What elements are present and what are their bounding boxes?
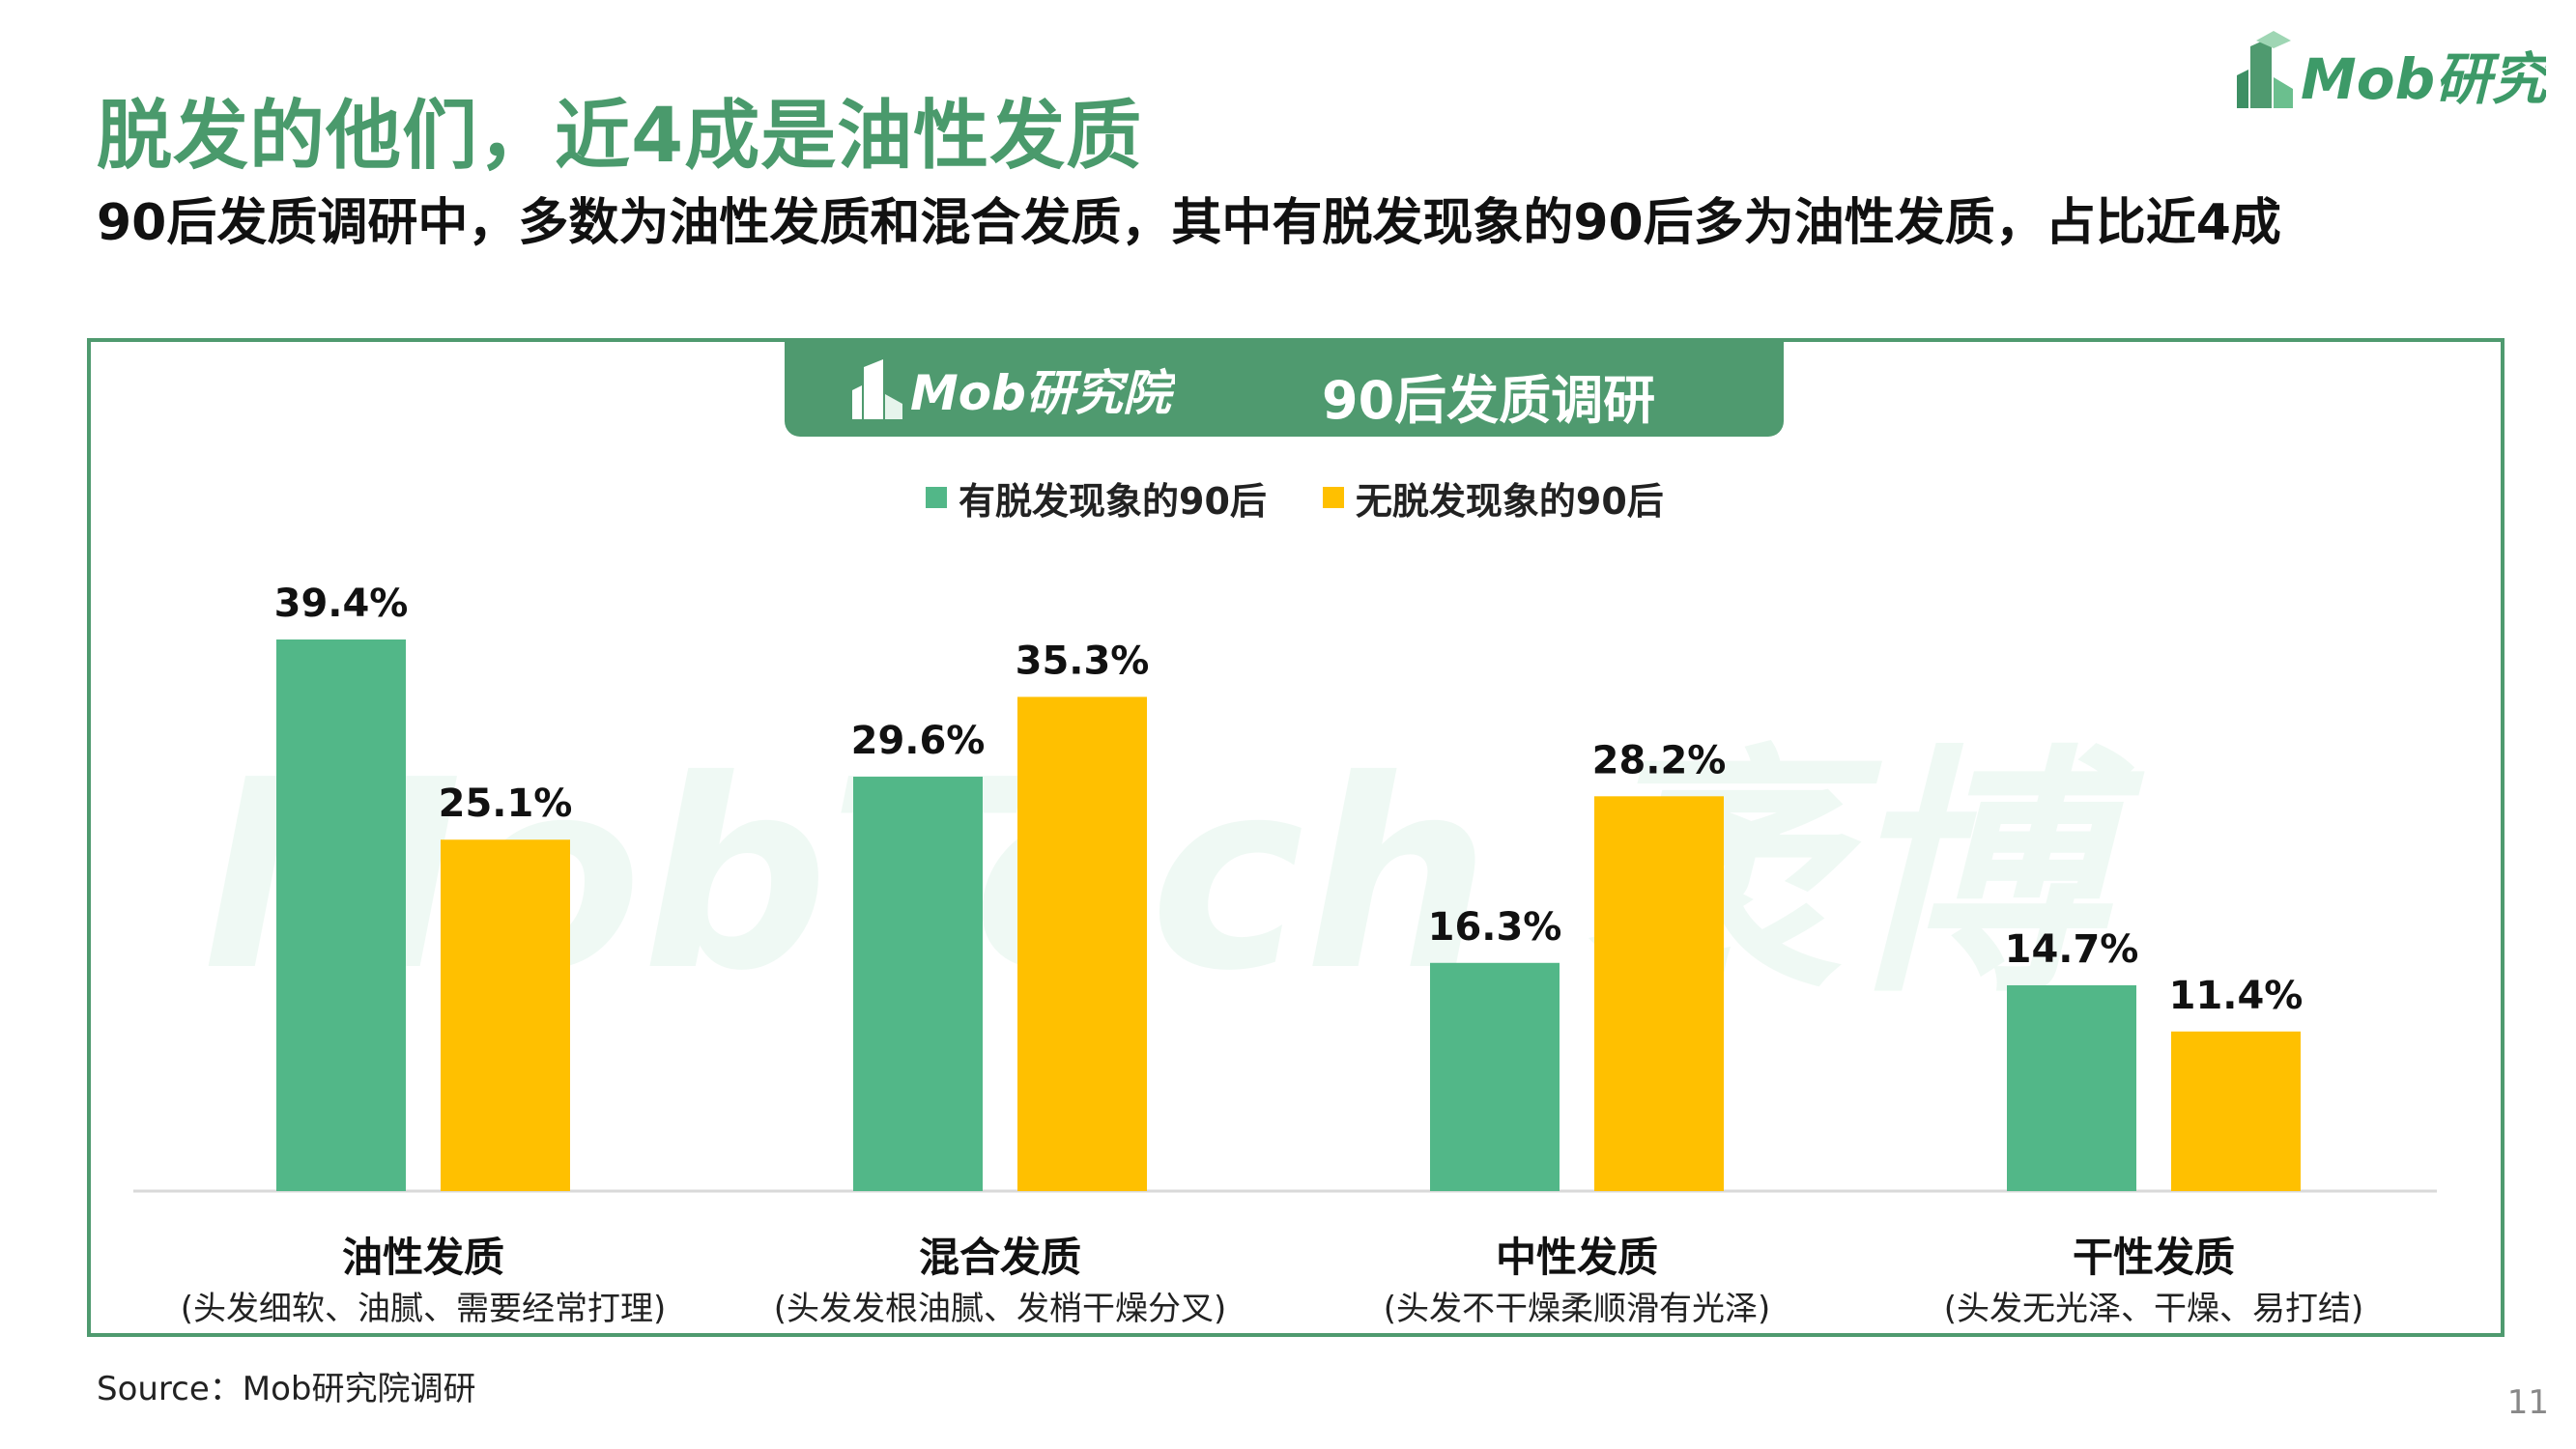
source-note: Source：Mob研究院调研 — [97, 1370, 476, 1408]
data-label-series1-3: 16.3% — [1428, 905, 1562, 950]
mob-logo: Mob研究院 — [2237, 31, 2546, 112]
legend-swatch-yellow — [1322, 487, 1344, 508]
page-number: 11 — [2506, 1383, 2549, 1422]
bars-group — [276, 639, 2301, 1191]
bar-series2-4 — [2171, 1031, 2301, 1191]
building-icon — [852, 359, 902, 419]
bar-series2-1 — [441, 839, 570, 1191]
data-label-series2-2: 35.3% — [1016, 639, 1150, 683]
legend-item-hair-loss: 有脱发现象的90后 — [926, 471, 1267, 525]
bar-series1-3 — [1430, 962, 1560, 1191]
category-label-1: 油性发质 — [342, 1234, 504, 1281]
data-label-series2-1: 25.1% — [439, 781, 573, 826]
chart-banner: Mob研究院 90后发质调研 — [785, 338, 1784, 437]
legend-label: 有脱发现象的90后 — [959, 479, 1267, 523]
category-note-3: (头发不干燥柔顺滑有光泽) — [1384, 1290, 1771, 1328]
bar-labels-group: 39.4% 25.1% 29.6% 35.3% 16.3% 28.2% 14.7% 11.4% — [274, 582, 2304, 1018]
banner-logo-text: Mob研究院 — [910, 365, 1175, 421]
legend-label: 无脱发现象的90后 — [1355, 479, 1664, 523]
logo-text: Mob研究院 — [2301, 46, 2546, 112]
data-label-series2-3: 28.2% — [1592, 738, 1727, 782]
bar-series1-1 — [276, 639, 406, 1191]
data-label-series1-1: 39.4% — [274, 582, 409, 626]
category-label-3: 中性发质 — [1496, 1234, 1658, 1281]
category-note-1: (头发细软、油腻、需要经常打理) — [181, 1290, 667, 1328]
category-note-4: (头发无光泽、干燥、易打结) — [1944, 1290, 2364, 1328]
category-note-2: (头发发根油腻、发梢干燥分叉) — [774, 1290, 1227, 1328]
category-label-4: 干性发质 — [2073, 1234, 2235, 1281]
bar-series1-2 — [853, 777, 983, 1191]
building-icon — [2237, 31, 2293, 108]
category-label-2: 混合发质 — [919, 1234, 1081, 1281]
bar-series1-4 — [2007, 984, 2136, 1191]
banner-logo: Mob研究院 — [852, 359, 1175, 421]
page-subtitle: 90后发质调研中，多数为油性发质和混合发质，其中有脱发现象的90后多为油性发质，… — [97, 194, 2281, 252]
data-label-series1-4: 14.7% — [2005, 927, 2139, 972]
category-labels-group: 油性发质 (头发细软、油腻、需要经常打理) 混合发质 (头发发根油腻、发梢干燥分叉) 中… — [181, 1234, 2364, 1328]
bar-series2-3 — [1594, 796, 1724, 1191]
chart-legend: 有脱发现象的90后 无脱发现象的90后 — [926, 471, 1664, 525]
data-label-series1-2: 29.6% — [851, 719, 986, 763]
data-label-series2-4: 11.4% — [2169, 974, 2304, 1018]
legend-swatch-green — [926, 487, 947, 508]
banner-title: 90后发质调研 — [1322, 370, 1656, 431]
page-title: 脱发的他们，近4成是油性发质 — [97, 93, 1143, 180]
legend-item-no-hair-loss: 无脱发现象的90后 — [1322, 471, 1664, 525]
bar-series2-2 — [1017, 696, 1147, 1191]
